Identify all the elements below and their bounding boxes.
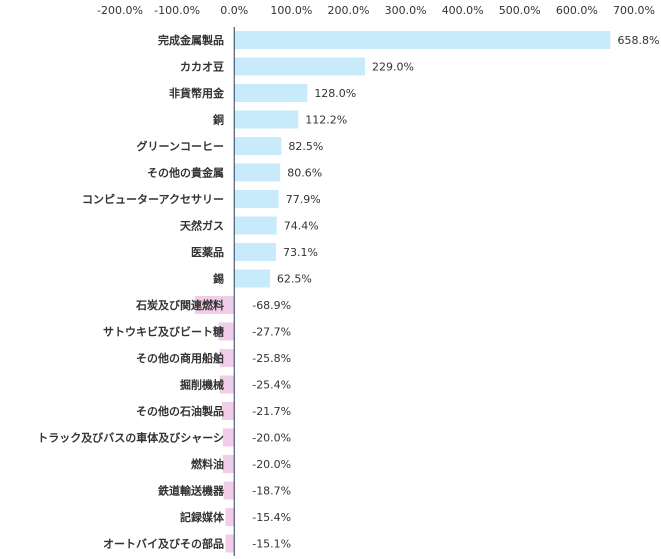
category-label: 鉄道輸送機器 — [158, 484, 225, 498]
value-label: 128.0% — [314, 87, 356, 100]
x-tick-label: -200.0% — [97, 4, 143, 17]
value-label: -25.8% — [252, 352, 291, 365]
value-label: 82.5% — [288, 140, 323, 153]
bar — [219, 349, 235, 367]
bar — [234, 190, 279, 208]
bar — [234, 243, 276, 261]
category-label: オートバイ及びその部品 — [103, 537, 224, 551]
bar — [234, 216, 277, 235]
x-axis-ticks: -200.0% -100.0% 0.0% 100.0% 200.0% 300.0% 400.… — [97, 4, 655, 17]
x-tick-label: 600.0% — [556, 4, 598, 17]
category-label: 燃料油 — [190, 457, 224, 471]
value-label: 658.8% — [617, 34, 659, 47]
value-label: 80.6% — [287, 167, 322, 180]
category-label: その他の貴金属 — [147, 166, 224, 180]
category-label: その他の商用船舶 — [136, 351, 224, 365]
value-label: 74.4% — [284, 220, 319, 233]
value-label: 112.2% — [305, 114, 347, 127]
bar — [222, 455, 235, 473]
bar — [234, 269, 270, 288]
bars-group — [194, 31, 611, 553]
category-label: トラック及びバスの車体及びシャーシ — [37, 431, 224, 445]
bar — [225, 534, 235, 553]
category-label: カカオ豆 — [180, 61, 224, 74]
bar — [223, 481, 235, 500]
x-tick-label: 300.0% — [385, 4, 427, 17]
bar — [225, 508, 235, 526]
category-label: その他の石油製品 — [136, 404, 224, 418]
bar — [194, 296, 235, 314]
x-tick-label: 500.0% — [499, 4, 541, 17]
category-label: 石炭及び関連燃料 — [135, 298, 224, 312]
category-label: グリーンコーヒー — [137, 139, 224, 153]
category-label: 非貨幣用金 — [169, 86, 225, 100]
category-label: 錫 — [213, 272, 224, 286]
value-label: -21.7% — [252, 405, 291, 418]
value-label: 229.0% — [372, 61, 414, 74]
bar — [234, 57, 366, 76]
value-labels: 658.8% 229.0% 128.0% 112.2% 82.5% 80.6% 77.9% 7… — [252, 34, 659, 551]
category-label: 銅 — [213, 113, 224, 127]
value-label: 73.1% — [283, 246, 318, 259]
bar — [234, 31, 611, 49]
value-label: -15.4% — [252, 511, 291, 524]
value-label: -25.4% — [252, 379, 291, 392]
bar — [234, 84, 308, 102]
value-label: 62.5% — [277, 273, 312, 286]
x-tick-label: 700.0% — [613, 4, 655, 17]
category-label: コンピューターアクセサリー — [82, 193, 224, 206]
bar — [234, 163, 281, 182]
bar — [218, 322, 235, 341]
x-tick-label: 200.0% — [327, 4, 369, 17]
category-label: 掘削機械 — [180, 378, 224, 392]
value-label: -15.1% — [252, 538, 291, 551]
value-label: -68.9% — [252, 299, 291, 312]
bar — [234, 137, 282, 155]
value-label: -20.0% — [252, 458, 291, 471]
category-label: サトウキビ及びビート糖 — [103, 325, 224, 339]
bar — [221, 402, 235, 420]
category-label: 完成金属製品 — [158, 33, 224, 47]
value-label: -20.0% — [252, 432, 291, 445]
x-tick-label: 0.0% — [220, 4, 248, 17]
x-tick-label: 100.0% — [270, 4, 312, 17]
value-label: -27.7% — [252, 326, 291, 339]
x-tick-label: 400.0% — [442, 4, 484, 17]
category-label: 天然ガス — [180, 219, 224, 233]
value-label: -18.7% — [252, 485, 291, 498]
bar — [234, 110, 299, 129]
category-label: 記録媒体 — [180, 510, 225, 524]
bar — [219, 375, 235, 394]
category-labels: 完成金属製品カカオ豆非貨幣用金銅グリーンコーヒーその他の貴金属コンピューターアク… — [37, 33, 225, 551]
value-label: 77.9% — [286, 193, 321, 206]
x-tick-label: -100.0% — [154, 4, 200, 17]
category-label: 医薬品 — [191, 245, 224, 259]
bar — [222, 428, 235, 447]
